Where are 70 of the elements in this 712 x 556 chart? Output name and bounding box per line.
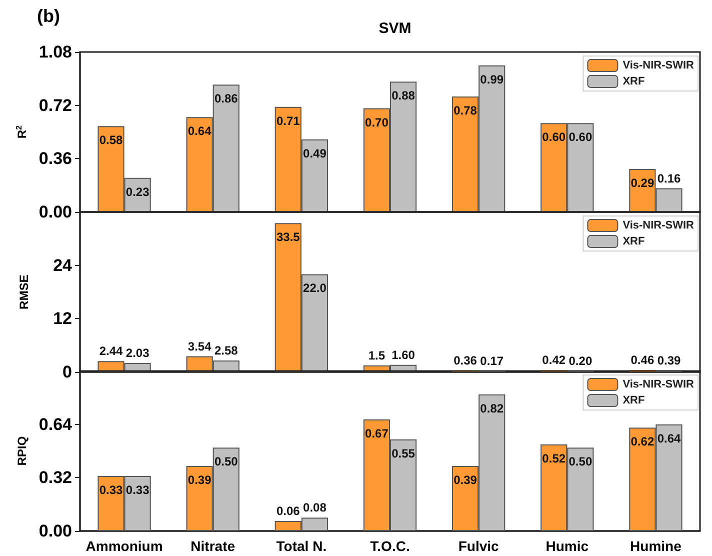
x-tick-label: Humine [630,538,682,554]
data-label: 0.42 [542,352,566,367]
data-label: 1.5 [368,348,386,362]
data-label: 0.16 [657,171,681,186]
data-label: 0.46 [630,352,654,367]
data-label: 0.52 [542,452,566,466]
data-label: 3.54 [188,338,212,353]
data-label: 2.44 [99,344,123,358]
data-label: 0.29 [630,176,654,190]
data-label: 0.55 [392,446,416,461]
data-label: 0.33 [126,483,150,498]
data-label: 0.71 [276,114,300,128]
data-label: 0.08 [303,500,327,515]
legend-label: Vis-NIR-SWIR [622,378,694,391]
y-tick-label: 0.00 [38,202,72,222]
data-label: 0.50 [214,454,238,469]
y-tick-label: 0 [62,362,72,382]
x-tick-label: Humic [546,538,589,554]
data-label: 0.36 [454,353,478,368]
legend-label: XRF [622,235,645,248]
data-label: 0.17 [480,354,504,368]
data-label: 0.23 [126,184,150,199]
data-label: 22.0 [303,280,327,295]
data-label: 0.39 [657,352,681,367]
legend-label: Vis-NIR-SWIR [622,60,694,72]
x-tick-label: Nitrate [190,538,236,554]
data-label: 0.64 [657,432,681,446]
data-label: 2.03 [126,346,150,360]
data-label: 0.70 [365,115,389,130]
data-label: 0.82 [480,402,504,416]
data-label: 2.58 [214,343,238,358]
y-tick-label: 0.64 [38,415,73,434]
data-label: 0.33 [99,483,123,498]
data-label: 33.5 [276,230,300,244]
chart-title: SVM [378,20,412,37]
legend-label: Vis-NIR-SWIR [622,219,694,232]
data-label: 0.60 [568,130,592,144]
y-tick-label: 0.36 [38,149,72,168]
x-tick-label: T.O.C. [370,538,410,554]
data-label: 0.64 [188,124,212,138]
legend-label: XRF [622,394,645,407]
legend-label: XRF [622,76,645,88]
data-label: 1.60 [392,348,416,362]
x-tick-label: Ammonium [86,538,163,554]
data-label: 0.20 [568,354,592,368]
y-tick-label: 12 [53,308,72,328]
y-axis-title: R2 [14,124,30,139]
y-tick-label: 1.08 [38,42,72,62]
y-tick-label: 24 [53,255,73,274]
data-label: 0.86 [214,92,238,106]
data-label: 0.78 [454,103,478,118]
data-label: 0.60 [542,130,566,144]
y-tick-label: 0.72 [38,96,72,115]
data-label: 0.50 [568,454,592,469]
data-label: 0.49 [303,146,327,160]
data-label: 0.62 [630,434,654,449]
y-tick-label: 0.00 [38,522,72,541]
text: (b) [37,6,60,26]
y-axis-title: RMSE [17,274,31,309]
x-tick-label: Fulvic [458,538,500,554]
data-label: 0.99 [480,72,504,86]
data-label: 0.88 [392,88,416,103]
y-tick-label: 0.32 [38,468,72,488]
data-label: 0.58 [99,133,123,148]
data-label: 0.06 [276,504,300,518]
data-label: 0.67 [365,426,389,441]
data-label: 0.39 [188,473,212,488]
data-label: 0.39 [454,473,478,488]
x-tick-label: Total N. [276,538,327,554]
y-axis-title: RPIQ [15,436,30,466]
